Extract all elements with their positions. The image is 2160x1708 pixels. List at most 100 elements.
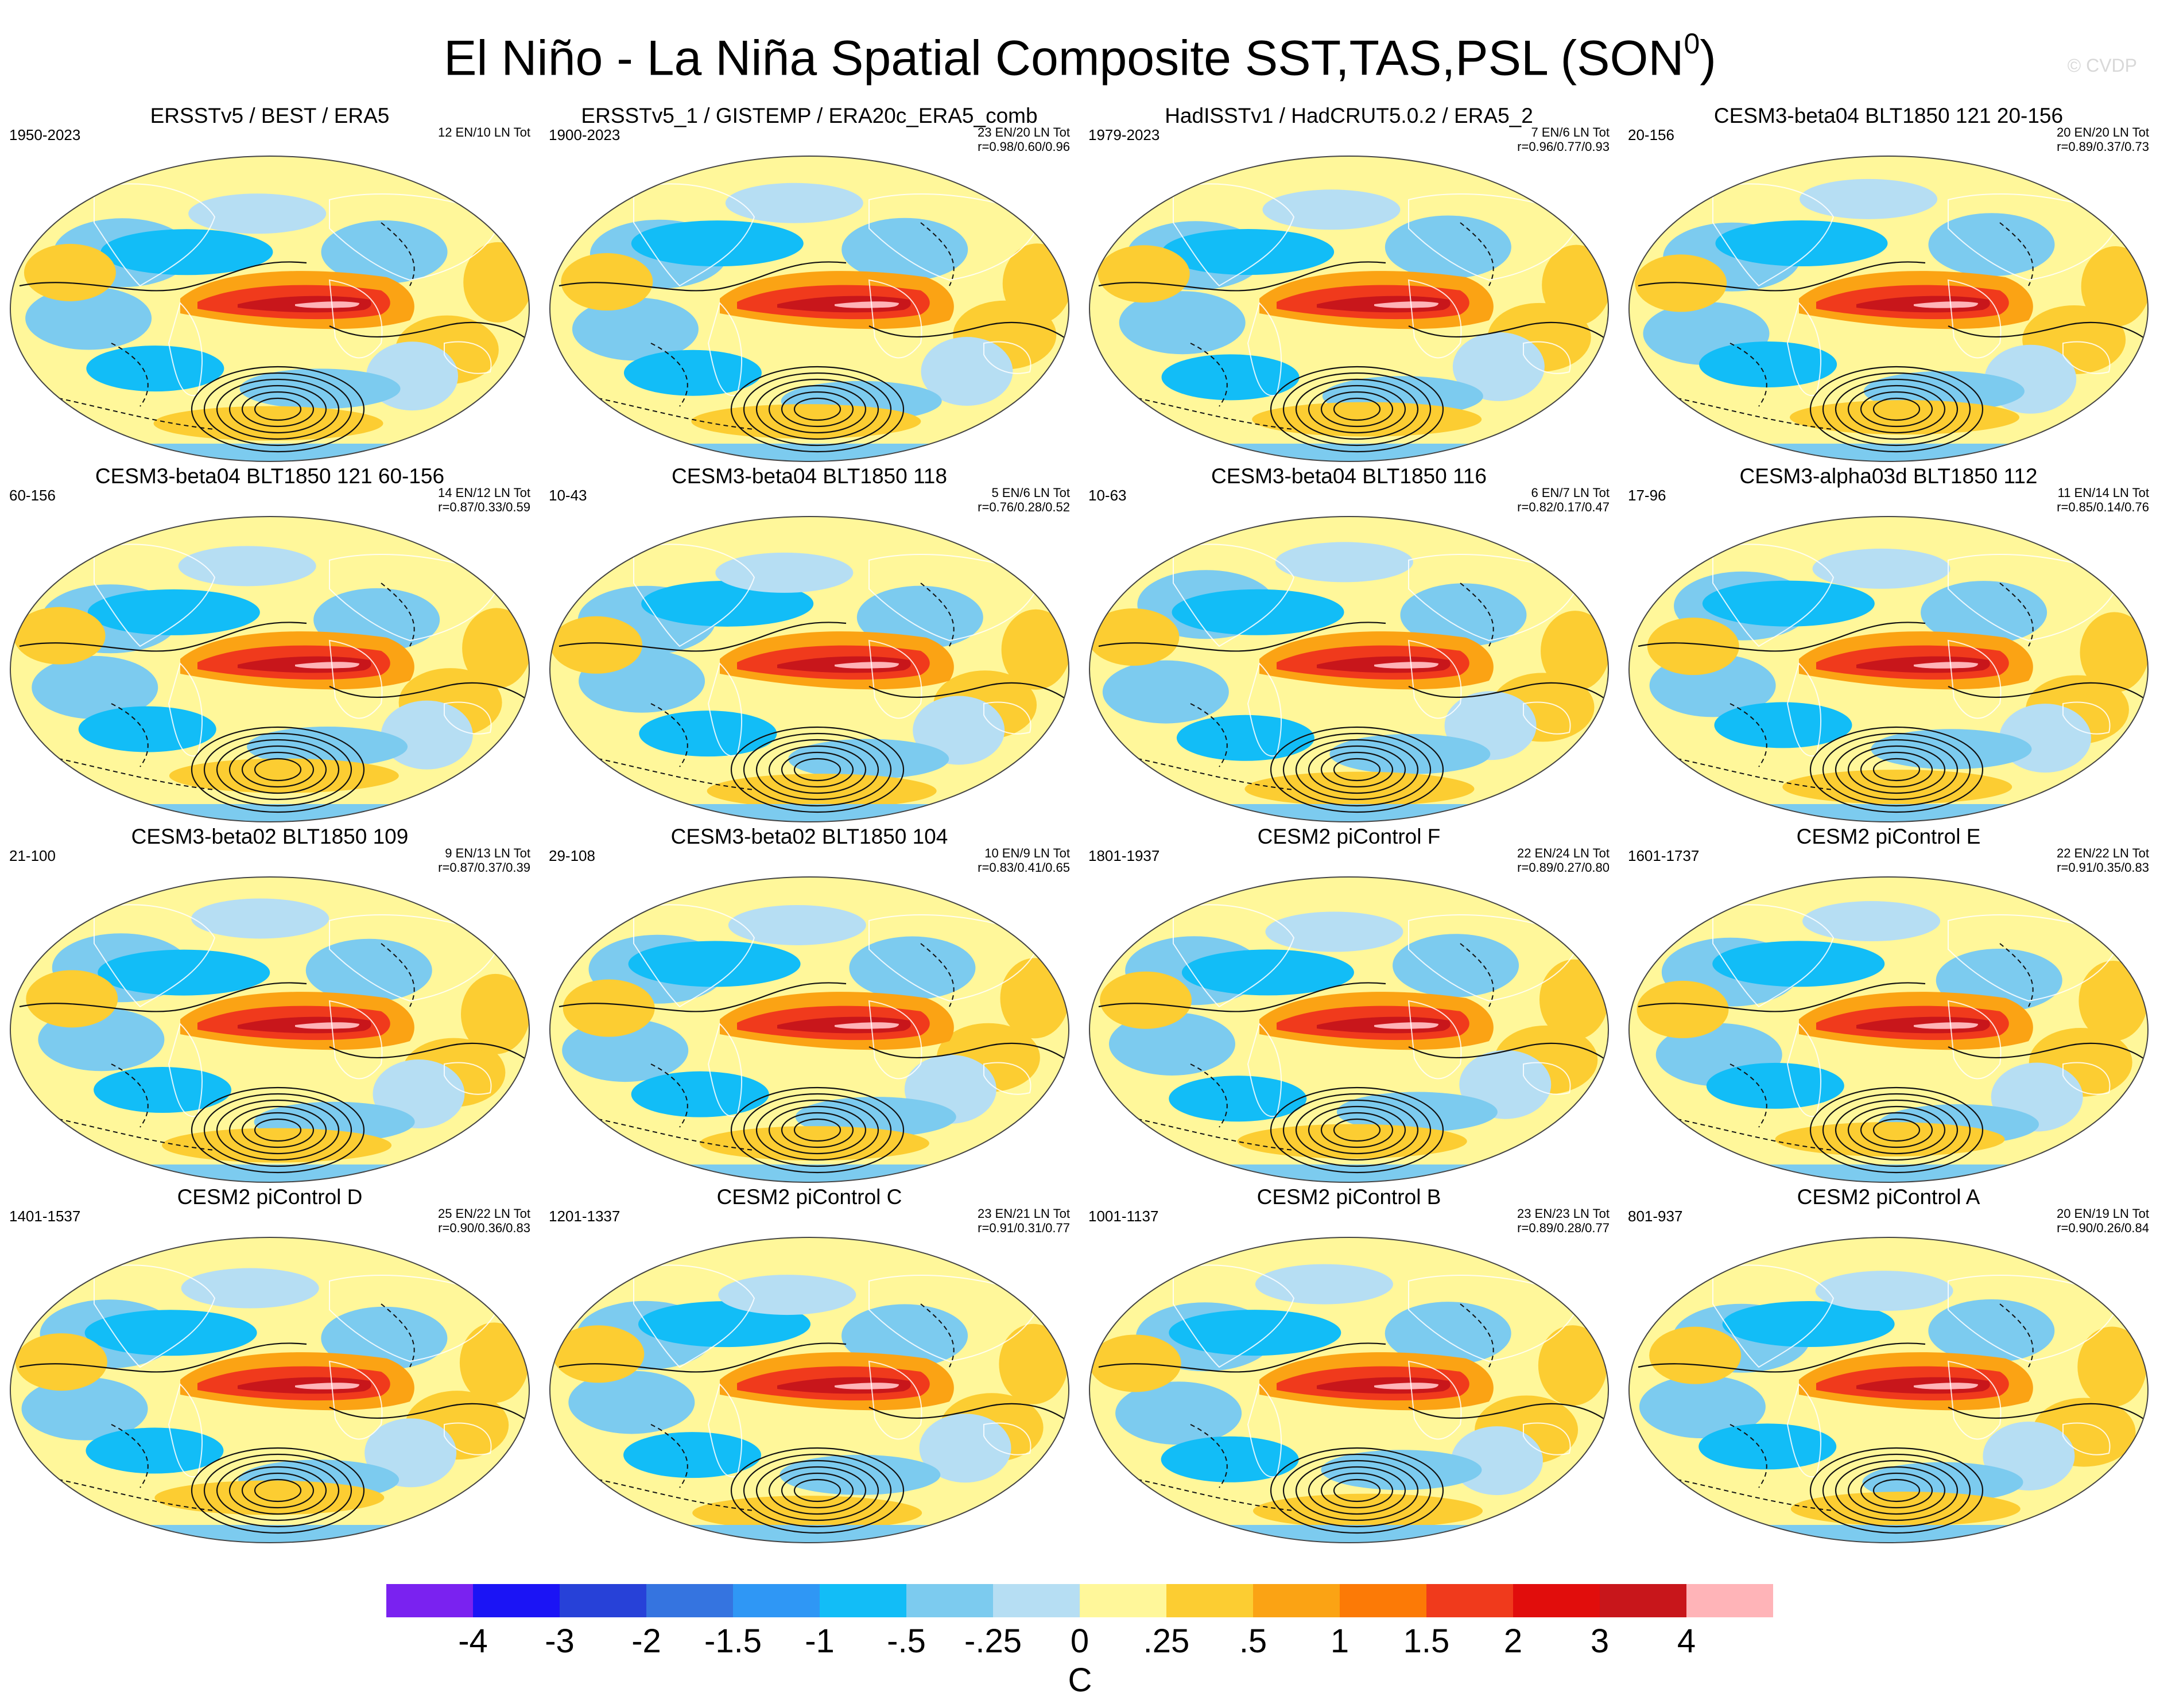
- psl-contour-negative: [1999, 583, 2034, 647]
- anomaly-patch: [1161, 354, 1300, 401]
- anomaly-patch: [1871, 729, 2032, 770]
- psl-contour: [1320, 1472, 1394, 1509]
- colorbar-box: [473, 1584, 560, 1617]
- anomaly-patch: [1255, 1264, 1393, 1305]
- enso-warm-peak: [1914, 662, 1978, 669]
- psl-contour-negative: [381, 1303, 415, 1368]
- continent-outline: [1947, 639, 2002, 719]
- map-panel: HadISSTv1 / HadCRUT5.0.2 / ERA5_2 1979-20…: [1079, 103, 1619, 471]
- anomaly-patch: [921, 337, 1013, 406]
- panel-counts: 25 EN/22 LN Tot r=0.90/0.36/0.83: [438, 1206, 530, 1235]
- psl-contour: [228, 745, 327, 794]
- psl-contour: [781, 1472, 854, 1509]
- enso-warm-peak: [835, 301, 899, 308]
- psl-contour-negative: [920, 583, 955, 647]
- psl-contour: [730, 1447, 905, 1534]
- composite-map: [1089, 516, 1609, 822]
- anomaly-patch: [1715, 220, 1888, 266]
- psl-contour-negative: [581, 394, 755, 430]
- psl-contour: [743, 732, 892, 807]
- continent-outline: [983, 1062, 1031, 1095]
- psl-contour: [1638, 261, 1926, 292]
- psl-contour: [1282, 372, 1432, 447]
- continent-outline: [1947, 1360, 2002, 1440]
- polar-band: [1629, 444, 2148, 461]
- panel-years: 17-96: [1628, 487, 1666, 504]
- anomaly-patch: [21, 1377, 148, 1441]
- psl-contour-negative: [1729, 343, 1767, 407]
- anomaly-patch: [1699, 341, 1837, 387]
- psl-contour-negative: [42, 394, 215, 430]
- anomaly-patch: [2081, 246, 2148, 327]
- psl-contour: [216, 739, 340, 801]
- panel-counts: 23 EN/21 LN Tot r=0.91/0.31/0.77: [978, 1206, 1070, 1235]
- panel-years: 1900-2023: [549, 126, 621, 143]
- psl-contour: [19, 261, 307, 292]
- anomaly-patch: [1102, 660, 1229, 724]
- pattern-correlations: r=0.98/0.60/0.96: [978, 139, 1070, 154]
- map-border: [1628, 1237, 2149, 1543]
- continent-outline: [633, 1264, 755, 1368]
- panel-counts: 20 EN/19 LN Tot r=0.90/0.26/0.84: [2057, 1206, 2149, 1235]
- psl-contour: [1308, 1105, 1406, 1155]
- psl-contour: [254, 1118, 302, 1142]
- event-counts: 14 EN/12 LN Tot: [437, 486, 530, 500]
- psl-contour-negative: [1190, 1424, 1228, 1488]
- panel-years: 1201-1337: [549, 1208, 621, 1225]
- colorbar-tick-label: 0: [1070, 1622, 1089, 1660]
- psl-contour: [1948, 1042, 2144, 1059]
- psl-contour: [793, 1478, 841, 1503]
- anomaly-patch: [381, 700, 473, 770]
- continent-outline: [633, 904, 755, 1008]
- panel-years: 1979-2023: [1088, 126, 1160, 143]
- continent-outline: [329, 914, 503, 1002]
- anomaly-patch: [1252, 1493, 1483, 1528]
- panel-years: 10-63: [1088, 487, 1127, 504]
- psl-contour: [559, 1342, 847, 1373]
- continent-outline: [1173, 904, 1295, 1008]
- psl-contour: [1847, 1105, 1946, 1155]
- continent-outline: [868, 914, 1042, 1002]
- anomaly-patch: [1541, 611, 1608, 692]
- continent-outline: [868, 1000, 922, 1080]
- panel-title: ERSSTv5_1 / GISTEMP / ERA20c_ERA5_comb: [581, 104, 1038, 127]
- anomaly-patch: [1001, 609, 1069, 690]
- psl-contour: [203, 1093, 352, 1167]
- psl-contour: [1948, 1403, 2144, 1419]
- anomaly-patch: [1539, 959, 1608, 1040]
- panel-years: 1601-1737: [1628, 847, 1700, 864]
- continent-outline: [983, 1422, 1031, 1455]
- composite-map: [549, 516, 1069, 822]
- composite-map: [1628, 1237, 2149, 1543]
- anomaly-patch: [1098, 245, 1190, 303]
- psl-contour: [1847, 745, 1946, 794]
- event-counts: 11 EN/14 LN Tot: [2057, 486, 2149, 500]
- colorbar-tick-label: -3: [545, 1622, 575, 1660]
- enso-warm-peak: [1914, 1022, 1978, 1029]
- polar-band: [550, 444, 1069, 461]
- anomaly-patch: [86, 346, 224, 392]
- continent-outline: [1947, 1000, 2002, 1080]
- anomaly-patch: [463, 242, 529, 323]
- anomaly-patch: [98, 949, 270, 996]
- anomaly-patch: [999, 1323, 1068, 1404]
- continent-outline: [2062, 701, 2111, 735]
- panel-counts: 7 EN/6 LN Tot r=0.96/0.77/0.93: [1517, 125, 1610, 154]
- continent-outline: [328, 1360, 383, 1440]
- event-counts: 22 EN/24 LN Tot: [1517, 846, 1610, 860]
- anomaly-patch: [1089, 608, 1180, 666]
- panel-counts: 22 EN/22 LN Tot r=0.91/0.35/0.83: [2057, 846, 2149, 875]
- anomaly-patch: [162, 1128, 392, 1163]
- anomaly-patch: [1712, 941, 1885, 987]
- map-border: [1089, 876, 1609, 1183]
- psl-contour: [1308, 385, 1406, 434]
- psl-contour: [559, 982, 847, 1012]
- psl-contour-negative: [381, 222, 415, 286]
- anomaly-patch: [919, 1414, 1011, 1483]
- psl-contour: [1860, 391, 1933, 428]
- psl-contour: [1320, 391, 1394, 428]
- psl-contour-negative: [1190, 343, 1228, 407]
- psl-contour: [241, 1472, 315, 1509]
- psl-contour-negative: [920, 222, 955, 286]
- colorbar-box: [1426, 1584, 1513, 1617]
